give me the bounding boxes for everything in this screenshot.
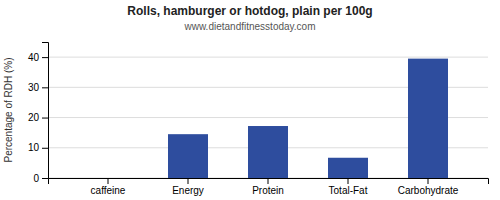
x-tick: Protein <box>252 178 284 196</box>
chart: Rolls, hamburger or hotdog, plain per 10… <box>0 0 500 200</box>
y-tick-mark <box>42 87 48 88</box>
bar <box>168 134 208 178</box>
bars <box>168 59 448 178</box>
x-tick-mark <box>348 178 349 184</box>
grid <box>48 57 488 178</box>
y-tick-mark <box>42 57 48 58</box>
x-tick-mark <box>428 178 429 184</box>
y-tick-mark <box>42 148 48 149</box>
x-tick: Carbohydrate <box>398 178 459 196</box>
x-tick-label: Total-Fat <box>329 185 368 196</box>
bar <box>408 59 448 178</box>
y-axis-title: Percentage of RDH (%) <box>3 57 14 162</box>
x-tick-mark <box>268 178 269 184</box>
x-tick: Energy <box>172 178 204 196</box>
bar <box>328 158 368 178</box>
y-axis-line <box>42 43 49 179</box>
y-tick: 30 <box>28 82 48 93</box>
x-tick-label: caffeine <box>91 185 126 196</box>
x-tick-label: Energy <box>172 185 204 196</box>
subtitle: www.dietandfitnesstoday.com <box>184 21 316 32</box>
y-tick: 20 <box>28 112 48 123</box>
y-tick-label: 20 <box>28 112 40 123</box>
x-tick-label: Carbohydrate <box>398 185 459 196</box>
title: Rolls, hamburger or hotdog, plain per 10… <box>127 4 372 18</box>
y-tick-label: 10 <box>28 142 40 153</box>
grid-line <box>48 57 488 58</box>
y-tick-label: 30 <box>28 82 40 93</box>
y-tick-label: 40 <box>28 52 40 63</box>
x-tick-mark <box>108 178 109 184</box>
bar <box>248 126 288 178</box>
x-axis-line <box>49 179 489 185</box>
x-tick: Total-Fat <box>329 178 368 196</box>
x-axis: caffeine Energy Protein Total-Fat Carbohydra… <box>49 178 489 196</box>
y-tick-label: 0 <box>33 173 39 184</box>
y-tick-mark <box>42 178 48 179</box>
y-tick: 40 <box>28 52 48 63</box>
y-tick-mark <box>42 118 48 119</box>
x-tick: caffeine <box>91 178 126 196</box>
x-tick-label: Protein <box>252 185 284 196</box>
y-tick: 10 <box>28 142 48 153</box>
bar <box>88 178 128 179</box>
y-tick: 0 <box>33 173 48 184</box>
x-tick-mark <box>188 178 189 184</box>
y-axis: 0 10 20 30 40 <box>28 43 49 184</box>
